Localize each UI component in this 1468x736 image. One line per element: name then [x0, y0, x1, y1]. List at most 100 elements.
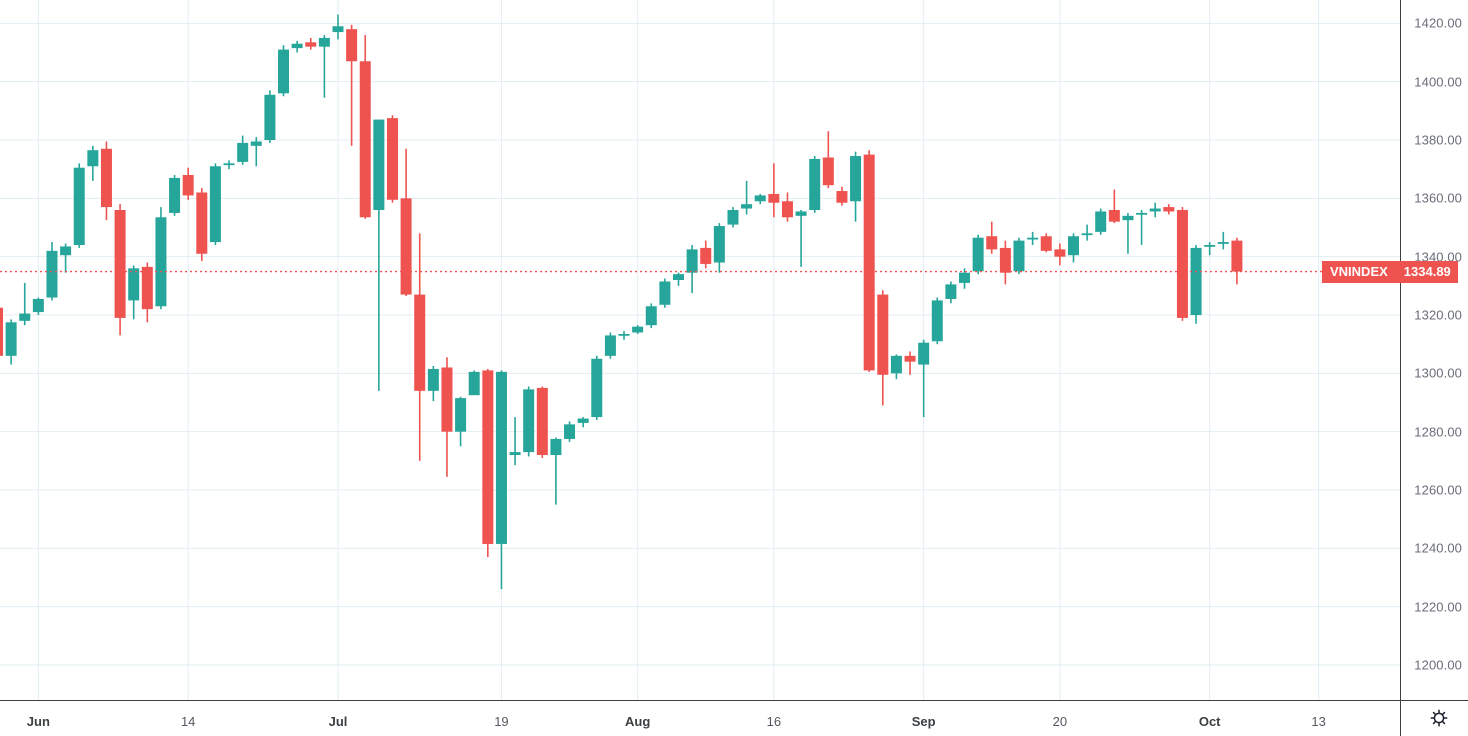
candlestick: [999, 240, 1011, 285]
candle-body: [346, 29, 358, 62]
candlestick: [1163, 204, 1175, 215]
candlestick: [278, 45, 290, 97]
candlestick: [114, 204, 126, 336]
candlestick: [414, 233, 426, 461]
candlestick: [836, 186, 848, 206]
candlestick: [1217, 231, 1229, 250]
candlestick: [5, 319, 17, 365]
candlestick: [427, 366, 439, 402]
candle-body: [781, 201, 793, 218]
candlestick: [128, 265, 140, 320]
candle-body: [5, 322, 17, 356]
candlestick: [686, 245, 698, 294]
candle-body: [441, 367, 453, 432]
candle-body: [73, 167, 85, 245]
candlestick: [1136, 210, 1148, 245]
candle-body: [1095, 211, 1107, 232]
candlestick: [1067, 233, 1079, 263]
candlestick: [809, 156, 821, 213]
candle-body: [686, 249, 698, 273]
time-axis-tick: Jun: [26, 714, 50, 729]
time-axis-tick: 20: [1052, 714, 1068, 729]
candle-body: [237, 142, 249, 162]
price-axis-tick: 1400.00: [1414, 74, 1462, 90]
price-axis-tick: 1260.00: [1414, 482, 1462, 498]
candle-body: [632, 326, 644, 333]
candle-body: [468, 371, 480, 396]
candlestick: [632, 325, 644, 334]
candlestick: [223, 160, 235, 170]
candlestick: [918, 339, 930, 418]
candlestick: [781, 192, 793, 222]
candlestick: [291, 40, 303, 53]
candle-body: [1163, 207, 1175, 212]
candlestick: [169, 175, 181, 216]
time-axis-tick: Jul: [328, 714, 348, 729]
candle-body: [359, 61, 371, 218]
candle-body: [264, 94, 276, 140]
candle-body: [250, 141, 262, 146]
candle-body: [60, 246, 72, 256]
candlestick: [19, 282, 31, 326]
candle-body: [1149, 208, 1161, 212]
candlestick: [441, 357, 453, 477]
candlestick: [1190, 245, 1202, 324]
candle-body: [577, 418, 589, 423]
candlestick: [1054, 243, 1066, 266]
price-axis[interactable]: 1420.00 1400.00 1380.00 1360.00 1340.00 1320.…: [1400, 0, 1468, 700]
time-axis-tick: Aug: [624, 714, 651, 729]
candle-body: [32, 298, 44, 313]
candle-body: [727, 210, 739, 225]
candle-body: [809, 158, 821, 210]
candlestick: [305, 37, 317, 50]
candle-body: [509, 452, 521, 455]
candlestick: [795, 210, 807, 267]
candle-body: [877, 294, 889, 375]
candlestick: [727, 207, 739, 228]
time-axis-tick: 14: [180, 714, 196, 729]
candle-body: [673, 274, 684, 280]
candlestick: [455, 396, 467, 447]
candle-body: [795, 211, 807, 216]
candlestick: [1013, 237, 1025, 275]
candlestick: [890, 354, 902, 380]
candle-body: [141, 266, 153, 310]
candle-body: [400, 198, 412, 295]
candle-body: [1204, 245, 1216, 247]
candle-body: [1108, 210, 1120, 222]
candle-body: [386, 118, 398, 200]
candlestick: [155, 207, 167, 310]
price-axis-tick: 1220.00: [1414, 599, 1462, 615]
candle-body: [482, 370, 494, 544]
candlestick: [1108, 189, 1120, 224]
candle-body: [986, 236, 998, 250]
candlestick: [591, 355, 603, 420]
candlestick: [0, 307, 3, 356]
time-axis-tick: 13: [1311, 714, 1326, 729]
candlestick: [1204, 242, 1216, 256]
grid-lines: [0, 0, 1400, 700]
time-axis[interactable]: Jun 14 Jul 19 Aug 16 Sep 20 Oct 13: [0, 700, 1468, 736]
candle-body: [904, 355, 916, 362]
candle-body: [999, 247, 1011, 273]
candlestick: [822, 131, 834, 189]
candle-body: [1067, 236, 1079, 256]
candlestick: [850, 151, 862, 222]
chart-plot-area[interactable]: [0, 0, 1400, 700]
candle-body: [128, 268, 140, 301]
candle-body: [890, 355, 902, 374]
candlestick: [536, 386, 548, 458]
candle-body: [918, 342, 930, 365]
candlestick: [182, 167, 194, 200]
candle-body: [959, 272, 971, 283]
candle-body: [0, 307, 3, 356]
candle-body: [850, 156, 862, 202]
candlestick: [1081, 224, 1093, 241]
candle-body: [291, 43, 303, 49]
gear-icon[interactable]: [1427, 706, 1451, 730]
candle-body: [591, 358, 603, 418]
candle-body: [536, 387, 548, 455]
candlestick: [196, 188, 208, 262]
current-price-badge: VNINDEX 1334.89: [1322, 260, 1458, 283]
